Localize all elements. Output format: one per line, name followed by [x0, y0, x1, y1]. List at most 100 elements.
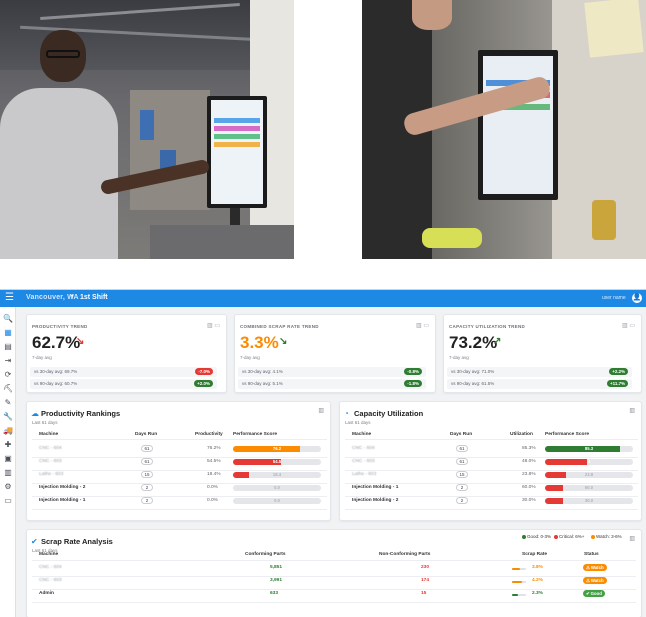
- row-divider: [32, 496, 327, 497]
- grid-icon[interactable]: ▣: [4, 454, 12, 463]
- kpi-tools-icon[interactable]: ▥ ▭: [621, 323, 635, 329]
- column-header-metric: Utilization: [510, 432, 533, 437]
- add-icon[interactable]: ✚: [4, 440, 12, 449]
- performance-score-bar: 85.3: [545, 446, 633, 452]
- photo-operator-at-monitor: [0, 0, 294, 259]
- metric-value: 0.0%: [207, 485, 218, 490]
- machine-name: Injection Molding - 2: [39, 485, 86, 490]
- row-divider: [345, 457, 638, 458]
- section-icon: ◔: [344, 409, 349, 418]
- performance-score-label: 85.3: [584, 446, 594, 451]
- status-icon: ✔: [586, 591, 590, 596]
- status-icon: ⚠: [586, 565, 590, 570]
- metric-value: 48.0%: [522, 459, 536, 464]
- list-icon[interactable]: ▥: [4, 468, 12, 477]
- chart-toggle-icon[interactable]: ▥: [629, 536, 635, 542]
- kpi-title: COMBINED SCRAP RATE TREND: [240, 324, 319, 329]
- table-row[interactable]: CNC - 603 61 48.0% 4: [340, 458, 641, 470]
- tool-shape: [592, 200, 616, 240]
- kpi-card-capacity: CAPACITY UTILIZATION TREND ▥ ▭ 73.2% ↗ 7-day…: [443, 314, 642, 393]
- table-row[interactable]: CNC - 604 5,851 230 3.8% ⚠Watch: [27, 564, 641, 576]
- metric-value: 85.3%: [522, 446, 536, 451]
- separator: •: [71, 293, 74, 300]
- table-row[interactable]: Lathe - 603 15 18.4% 18.4: [27, 471, 330, 483]
- user-avatar-icon[interactable]: 👤: [632, 293, 642, 303]
- performance-score-label: 30.0: [584, 498, 594, 503]
- row-divider: [32, 589, 636, 590]
- dashboard-icon[interactable]: ▦: [4, 328, 12, 337]
- row-divider: [32, 457, 327, 458]
- performance-score-fill: [233, 446, 301, 452]
- table-row[interactable]: Injection Molding - 1 2 60.0% 60.0: [340, 484, 641, 496]
- days-run-pill: 15: [141, 471, 153, 478]
- table-row[interactable]: CNC - 603 3,991 174 4.2% ⚠Watch: [27, 577, 641, 589]
- performance-score-fill: [233, 459, 281, 465]
- tasks-icon[interactable]: ⛏: [3, 384, 14, 393]
- performance-score-fill: [545, 472, 566, 478]
- metric-value: 18.4%: [207, 472, 221, 477]
- kpi-card-productivity: PRODUCTIVITY TREND ▥ ▭ 62.7% ↘ 7-day avg vs 3…: [26, 314, 227, 393]
- comparison-badge: -7.0%: [195, 368, 214, 375]
- status-badge: ⚠Watch: [583, 577, 607, 584]
- top-bar: ☰ Vancouver, WA • 1st Shift user name 👤: [0, 290, 646, 307]
- table-row[interactable]: CNC - 603 61 54.5% 54.5: [27, 458, 330, 470]
- status-label: Good: [590, 591, 602, 596]
- productivity-rankings-card: ☁ Productivity Rankings Last 61 days ▥ Machi…: [26, 401, 331, 521]
- panel-icon[interactable]: ▭: [4, 496, 12, 505]
- table-row[interactable]: CNC - 604 61 85.3% 85.3: [340, 445, 641, 457]
- conforming-parts: 5,851: [270, 565, 283, 570]
- table-row[interactable]: Injection Molding - 2 2 30.0% 30.0: [340, 497, 641, 509]
- section-icon: ☁: [31, 409, 39, 418]
- status-icon: ⚠: [586, 578, 590, 583]
- kpi-tools-icon[interactable]: ▥ ▭: [206, 323, 220, 329]
- column-header-days-run: Days Run: [450, 432, 473, 437]
- kpi-tools-icon[interactable]: ▥ ▭: [415, 323, 429, 329]
- legend-item: Critical: 6%+: [554, 534, 584, 539]
- wrench-icon[interactable]: 🔧: [3, 412, 13, 421]
- table-row[interactable]: CNC - 604 61 76.2% 76.2: [27, 445, 330, 457]
- table-row[interactable]: Lathe - 603 15 23.8% 23.8: [340, 471, 641, 483]
- menu-icon[interactable]: ☰: [5, 292, 14, 303]
- status-badge: ⚠Watch: [583, 564, 607, 571]
- table-row[interactable]: Injection Molding - 1 2 0.0% 0.0: [27, 497, 330, 509]
- metric-value: 60.0%: [522, 485, 536, 490]
- chart-toggle-icon[interactable]: ▥: [629, 408, 635, 414]
- reports-icon[interactable]: ▤: [4, 342, 12, 351]
- performance-score-label: 0.0: [274, 485, 280, 490]
- days-run-pill: 61: [141, 445, 153, 452]
- edit-icon[interactable]: ✎: [4, 398, 12, 407]
- table-row[interactable]: Admin 633 15 2.3% ✔Good: [27, 590, 641, 602]
- conforming-parts: 3,991: [270, 578, 283, 583]
- location-label[interactable]: Vancouver, WA: [26, 294, 79, 301]
- bin-shape: [140, 110, 154, 140]
- column-header-metric: Productivity: [195, 432, 223, 437]
- chart-toggle-icon[interactable]: ▥: [318, 408, 324, 414]
- settings-icon[interactable]: ⚙: [4, 482, 12, 491]
- table-row[interactable]: Injection Molding - 2 2 0.0% 0.0: [27, 484, 330, 496]
- input-icon[interactable]: ⇥: [4, 356, 12, 365]
- truck-icon[interactable]: 🚚: [3, 426, 13, 435]
- trend-arrow-icon: ↘: [279, 336, 288, 347]
- comparison-label: vs 90-day avg: 60.7%: [34, 381, 78, 386]
- scrap-rate-fill: [512, 581, 522, 583]
- shift-label[interactable]: 1st Shift: [80, 294, 108, 301]
- legend-label: Watch: 3-6%: [596, 534, 622, 539]
- kpi-value: 73.2%: [449, 333, 498, 352]
- comparison-label: vs 30-day avg: 4.1%: [242, 369, 283, 374]
- search-icon[interactable]: 🔍: [3, 314, 13, 323]
- kpi-value: 62.7%: [32, 333, 81, 352]
- person-shirt: [0, 88, 118, 259]
- performance-score-label: 4: [587, 459, 591, 464]
- kpi-subtitle: 7-day avg: [449, 355, 469, 360]
- column-header-performance-score: Performance Score: [233, 432, 277, 437]
- user-name: user name: [602, 295, 626, 301]
- metric-value: 30.0%: [522, 498, 536, 503]
- refresh-icon[interactable]: ⟳: [4, 370, 12, 379]
- machine-name: Injection Molding - 1: [352, 485, 399, 490]
- legend-dot: [591, 534, 595, 539]
- section-title: Scrap Rate Analysis: [41, 537, 113, 546]
- scrap-rate-value: 3.8%: [532, 565, 543, 570]
- legend-item: Watch: 3-6%: [591, 534, 622, 539]
- row-divider: [32, 470, 327, 471]
- section-subtitle: Last 61 days: [32, 420, 58, 425]
